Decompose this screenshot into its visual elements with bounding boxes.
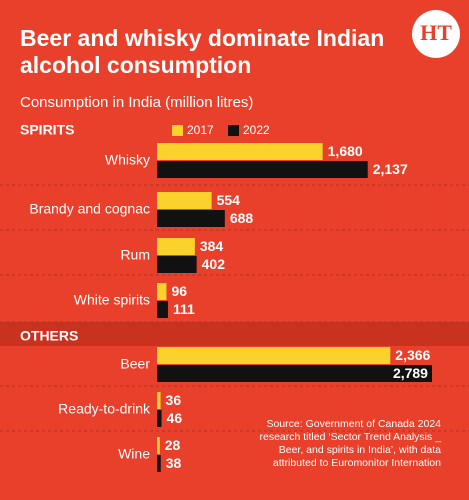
category-label: Ready-to-drink — [58, 401, 151, 417]
value-label: 28 — [165, 437, 181, 453]
bar — [157, 392, 161, 409]
group-label: OTHERS — [20, 328, 78, 344]
value-label: 2,789 — [393, 365, 428, 381]
bar — [157, 410, 162, 427]
bar — [157, 210, 225, 227]
value-label: 38 — [166, 455, 182, 471]
logo-circle — [412, 10, 460, 58]
logo: HT — [420, 20, 452, 45]
bar — [157, 365, 432, 382]
value-label: 2,366 — [395, 347, 430, 363]
source-note: Source: Government of Canada 2024 resear… — [259, 418, 441, 469]
value-label: 36 — [166, 392, 182, 408]
value-label: 96 — [171, 283, 187, 299]
section-band — [0, 322, 469, 346]
value-label: 2,137 — [373, 161, 408, 177]
legend-swatch — [228, 125, 239, 136]
value-label: 384 — [200, 238, 224, 254]
category-label: Rum — [120, 247, 150, 263]
bar — [157, 437, 160, 454]
category-label: Beer — [120, 356, 150, 372]
value-label: 688 — [230, 210, 254, 226]
category-label: White spirits — [74, 292, 150, 308]
value-label: 46 — [167, 410, 183, 426]
value-label: 402 — [202, 256, 226, 272]
chart-subtitle: Consumption in India (million litres) — [20, 94, 253, 111]
bar — [157, 143, 323, 160]
bar — [157, 192, 212, 209]
value-label: 1,680 — [328, 143, 363, 159]
bar — [157, 347, 391, 364]
bar — [157, 161, 368, 178]
legend-label: 2022 — [243, 123, 270, 137]
bar — [157, 256, 197, 273]
bar — [157, 283, 167, 300]
legend-swatch — [172, 125, 183, 136]
category-label: Whisky — [105, 152, 150, 168]
bar — [157, 238, 195, 255]
bar — [157, 455, 161, 472]
legend-label: 2017 — [187, 123, 214, 137]
category-label: Brandy and cognac — [29, 201, 150, 217]
group-label: SPIRITS — [20, 122, 74, 138]
bar — [157, 301, 168, 318]
chart-title: Beer and whisky dominate Indian alcohol c… — [20, 25, 384, 78]
category-label: Wine — [118, 446, 150, 462]
value-label: 111 — [173, 301, 195, 317]
value-label: 554 — [217, 192, 241, 208]
